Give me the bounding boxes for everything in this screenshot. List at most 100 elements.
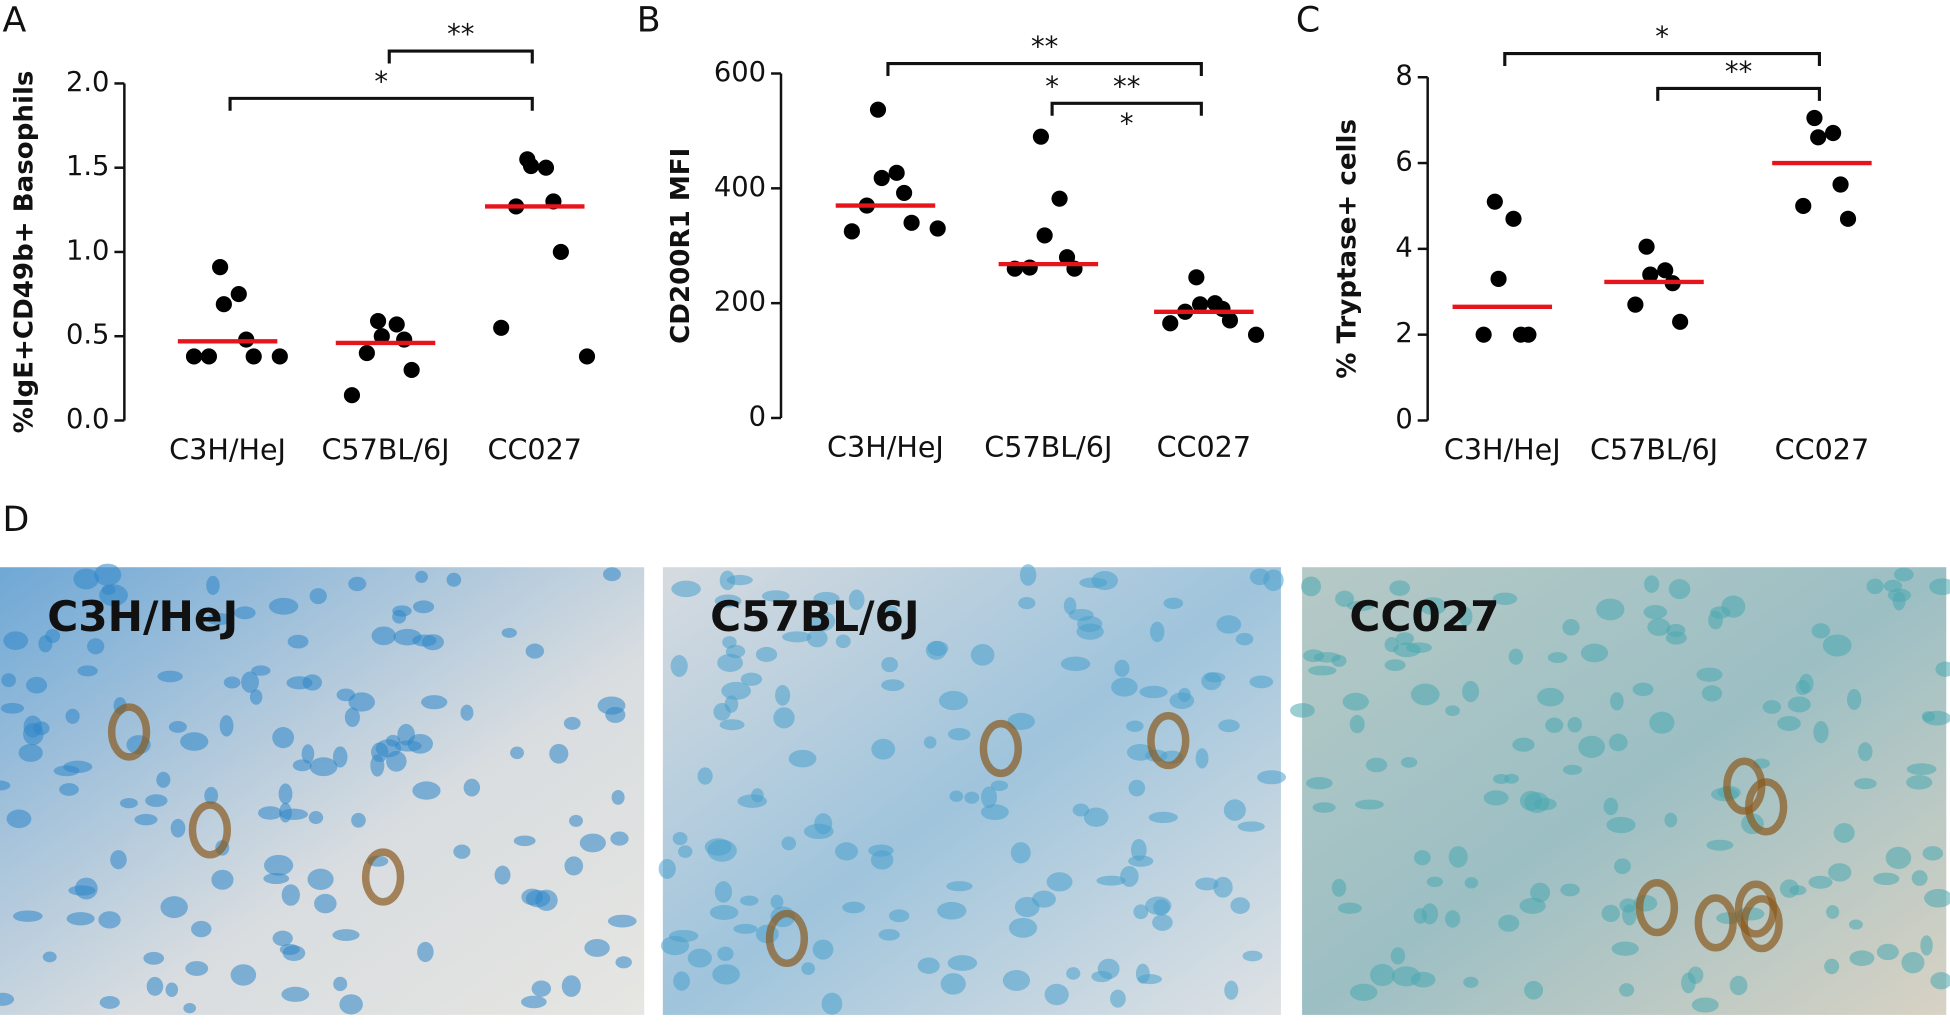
- cell: [191, 920, 212, 938]
- cell: [415, 570, 428, 583]
- cell: [1335, 590, 1355, 607]
- data-point: [185, 348, 203, 365]
- cell: [204, 786, 219, 805]
- cell: [1580, 643, 1609, 663]
- data-point: [873, 169, 890, 187]
- cell: [272, 727, 295, 749]
- cell: [1331, 878, 1347, 897]
- data-point: [396, 331, 413, 348]
- cell: [1492, 592, 1518, 605]
- x-tick-label: CC027: [1157, 430, 1252, 464]
- cell: [501, 627, 517, 638]
- cell: [1876, 943, 1899, 961]
- cell: [234, 606, 256, 620]
- cell: [1365, 757, 1388, 773]
- cell: [386, 750, 407, 772]
- cell: [110, 850, 127, 870]
- data-point: [1192, 296, 1209, 313]
- cell: [272, 930, 293, 947]
- cell: [1413, 850, 1431, 866]
- significance-label: *: [1655, 22, 1669, 53]
- cell: [1349, 715, 1365, 734]
- cell: [268, 597, 299, 615]
- y-tick-label: 4: [1395, 232, 1412, 263]
- cell: [1195, 748, 1209, 769]
- y-tick-label: 0: [1395, 404, 1412, 435]
- cell: [697, 767, 713, 785]
- cell: [740, 672, 763, 686]
- cell: [94, 563, 122, 586]
- x-tick-label: CC027: [487, 433, 582, 467]
- significance-bracket: [1656, 86, 1821, 101]
- data-point: [343, 387, 361, 404]
- cell: [463, 778, 481, 797]
- cell: [59, 783, 79, 796]
- cell: [525, 889, 551, 908]
- cell: [281, 884, 300, 906]
- cell: [1007, 712, 1035, 730]
- data-point: [212, 259, 229, 276]
- cell: [603, 567, 621, 582]
- cell: [1596, 598, 1625, 621]
- cell: [1498, 914, 1520, 932]
- cell: [717, 946, 734, 961]
- cell: [1911, 870, 1928, 886]
- cell: [925, 640, 947, 660]
- cell: [1391, 966, 1421, 987]
- cell: [332, 746, 348, 768]
- cell: [332, 929, 360, 941]
- cell: [157, 670, 183, 683]
- cell: [990, 780, 1009, 792]
- cell: [721, 681, 751, 700]
- cell: [230, 964, 257, 986]
- cell: [1128, 779, 1146, 797]
- cell: [1813, 721, 1829, 744]
- cell: [1603, 797, 1619, 816]
- data-point: [552, 243, 569, 261]
- x-tick-label: C3H/HeJ: [169, 433, 286, 467]
- cell: [98, 911, 121, 929]
- cell: [1545, 717, 1564, 733]
- data-point: [869, 101, 887, 118]
- cell: [1019, 564, 1037, 586]
- cell: [460, 704, 474, 721]
- x-tick-label: C57BL/6J: [984, 430, 1112, 464]
- cell: [1, 673, 16, 688]
- significance-bracket: [1503, 52, 1821, 67]
- cell: [521, 995, 547, 1009]
- cell: [878, 928, 900, 941]
- y-tick-label: 1.0: [66, 235, 110, 266]
- cell: [712, 964, 740, 985]
- cell: [878, 605, 898, 616]
- cell: [160, 896, 188, 919]
- cell: [1223, 799, 1246, 821]
- panel-label: B: [637, 0, 661, 40]
- cell: [264, 854, 294, 876]
- cell: [1601, 904, 1620, 923]
- cell: [1235, 632, 1254, 646]
- data-point: [843, 223, 860, 240]
- cell: [812, 939, 834, 960]
- cell: [1930, 972, 1950, 990]
- cell: [392, 609, 407, 624]
- cell: [531, 980, 552, 997]
- cell: [1562, 764, 1583, 775]
- cell: [1303, 649, 1325, 663]
- cell: [981, 786, 997, 809]
- data-point: [903, 214, 920, 231]
- cell: [810, 611, 836, 632]
- data-point: [1672, 313, 1689, 330]
- cell: [917, 957, 940, 974]
- cell: [1312, 802, 1336, 813]
- y-tick-label: 2.0: [66, 67, 110, 98]
- stained-cell: [765, 909, 809, 968]
- cell: [1464, 877, 1479, 889]
- data-point: [1247, 326, 1265, 343]
- y-axis-label: CD200R1 MFI: [666, 148, 696, 344]
- stained-cell: [188, 801, 232, 859]
- cell: [251, 665, 271, 676]
- cell: [1822, 634, 1852, 657]
- cell: [949, 790, 964, 802]
- cell: [842, 901, 866, 914]
